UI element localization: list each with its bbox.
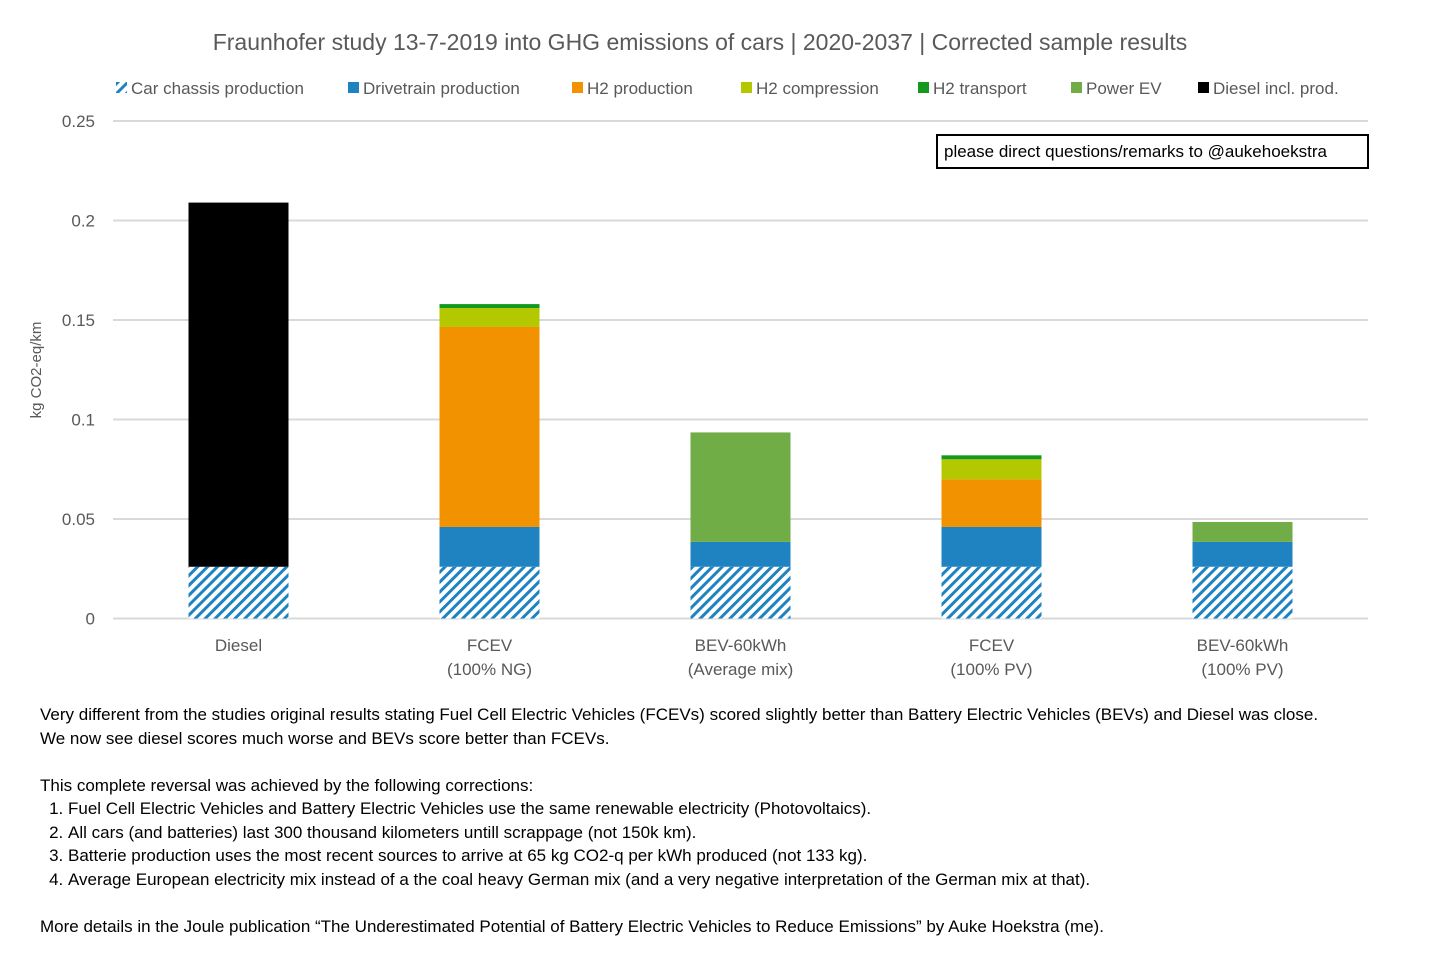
- legend: Car chassis production Drivetrain product…: [116, 79, 1339, 98]
- x-tick-label: (100% PV): [1201, 660, 1283, 679]
- bar-stack: [188, 202, 289, 619]
- x-tick-label: BEV-60kWh: [695, 636, 787, 655]
- bar-segment-drivetrain-production: [690, 541, 791, 567]
- caption-intro: This complete reversal was achieved by t…: [40, 775, 534, 795]
- bar-segment-h2-transport: [941, 455, 1042, 460]
- legend-label: Car chassis production: [131, 79, 304, 98]
- bar-segment-car-chassis-production: [941, 566, 1042, 619]
- x-tick-label: BEV-60kWh: [1197, 636, 1289, 655]
- legend-label: H2 production: [587, 79, 693, 98]
- bar-segment-power-ev: [1192, 521, 1293, 542]
- bar-stack: [690, 432, 791, 619]
- legend-swatch: [741, 82, 752, 93]
- caption-footer: More details in the Joule publication “T…: [40, 916, 1104, 936]
- legend-swatch: [572, 82, 583, 93]
- bars: [188, 202, 1293, 619]
- bar-segment-power-ev: [690, 432, 791, 542]
- legend-item: H2 transport: [918, 79, 1027, 98]
- legend-label: Power EV: [1086, 79, 1162, 98]
- x-tick-label: (Average mix): [688, 660, 794, 679]
- y-tick-label: 0: [86, 610, 95, 629]
- x-tick-label: Diesel: [215, 636, 262, 655]
- x-tick-label: FCEV: [969, 636, 1015, 655]
- legend-swatch: [116, 82, 127, 93]
- annotation-box: please direct questions/remarks to @auke…: [936, 134, 1369, 169]
- legend-label: H2 transport: [933, 79, 1027, 98]
- y-tick-label: 0.1: [71, 411, 95, 430]
- bar-segment-car-chassis-production: [439, 566, 540, 619]
- bar-segment-h2-compression: [439, 308, 540, 327]
- legend-item: Diesel incl. prod.: [1198, 79, 1339, 98]
- correction-item: All cars (and batteries) last 300 thousa…: [68, 821, 1420, 845]
- legend-item: Drivetrain production: [348, 79, 520, 98]
- chart: Fraunhofer study 13-7-2019 into GHG emis…: [28, 29, 1368, 679]
- legend-item: H2 production: [572, 79, 693, 98]
- x-axis-labels: Diesel FCEV (100% NG) BEV-60kWh (Average mix…: [215, 636, 1288, 679]
- legend-swatch: [1198, 82, 1209, 93]
- correction-item: Fuel Cell Electric Vehicles and Battery …: [68, 797, 1420, 821]
- y-tick-label: 0.05: [62, 510, 95, 529]
- x-tick-label: (100% PV): [950, 660, 1032, 679]
- bar-segment-h2-production: [439, 326, 540, 527]
- bar-segment-h2-production: [941, 479, 1042, 527]
- y-tick-label: 0.25: [62, 112, 95, 131]
- y-axis-ticks: 0 0.05 0.1 0.15 0.2 0.25: [62, 112, 95, 629]
- x-tick-label: (100% NG): [447, 660, 532, 679]
- correction-item: Average European electricity mix instead…: [68, 868, 1420, 892]
- corrections-list: Fuel Cell Electric Vehicles and Battery …: [40, 797, 1420, 891]
- bar-stack: [1192, 521, 1293, 619]
- legend-swatch: [1071, 82, 1082, 93]
- annotation-text: please direct questions/remarks to @auke…: [944, 141, 1327, 161]
- y-axis-title: kg CO2-eq/km: [28, 322, 45, 419]
- legend-swatch: [918, 82, 929, 93]
- legend-label: H2 compression: [756, 79, 879, 98]
- gridlines: [113, 120, 1368, 620]
- legend-item: Car chassis production: [116, 79, 304, 98]
- bar-stack: [439, 304, 540, 619]
- correction-item: Batterie production uses the most recent…: [68, 844, 1420, 868]
- caption-line: We now see diesel scores much worse and …: [40, 728, 610, 748]
- legend-swatch: [348, 82, 359, 93]
- bar-stack: [941, 455, 1042, 619]
- x-tick-label: FCEV: [467, 636, 513, 655]
- bar-segment-drivetrain-production: [1192, 541, 1293, 567]
- legend-label: Drivetrain production: [363, 79, 520, 98]
- caption-line: Very different from the studies original…: [40, 705, 1319, 724]
- y-tick-label: 0.15: [62, 311, 95, 330]
- bar-segment-drivetrain-production: [941, 526, 1042, 567]
- bar-segment-diesel-incl-prod: [188, 202, 289, 567]
- bar-segment-h2-transport: [439, 304, 540, 309]
- bar-segment-h2-compression: [941, 459, 1042, 480]
- bar-segment-car-chassis-production: [188, 566, 289, 619]
- bar-segment-car-chassis-production: [690, 566, 791, 619]
- bar-segment-car-chassis-production: [1192, 566, 1293, 619]
- y-tick-label: 0.2: [71, 212, 95, 231]
- legend-item: Power EV: [1071, 79, 1162, 98]
- legend-item: H2 compression: [741, 79, 879, 98]
- bar-segment-drivetrain-production: [439, 526, 540, 567]
- legend-label: Diesel incl. prod.: [1213, 79, 1339, 98]
- caption: Very different from the studies original…: [40, 703, 1420, 938]
- chart-title: Fraunhofer study 13-7-2019 into GHG emis…: [213, 29, 1188, 55]
